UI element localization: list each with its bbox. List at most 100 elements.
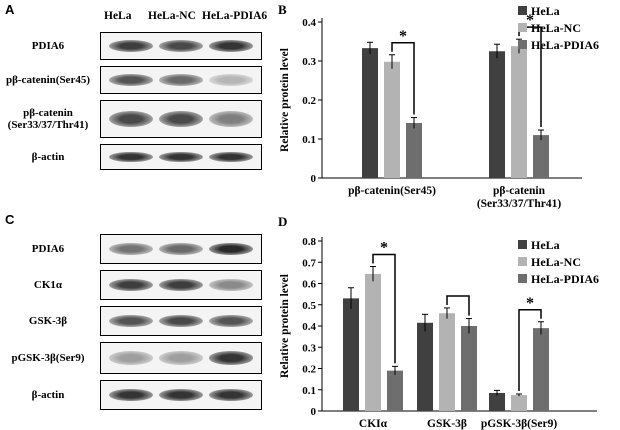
blot-row: pβ-catenin (Ser33/37/Thr41) [0,98,270,140]
blot-row: β-actin [0,378,270,412]
significance-bracket [372,253,396,364]
bar [511,395,527,411]
y-tick-label: 0 [311,406,317,418]
x-tick-label: pβ-catenin [493,185,546,197]
blot-band [159,242,203,256]
y-axis-title: Relative protein level [279,48,291,152]
blot-row-label: pβ-catenin (Ser33/37/Thr41) [0,107,96,131]
bar [384,61,400,178]
bar-chart-b: B 0 0.1 0.2 0.3 0.4 Relative protein level pβ-c… [278,2,599,210]
blot-row-label-line: β-actin [31,151,65,163]
blot-band [159,151,203,163]
bar [489,392,505,411]
blot-row-label: PDIA6 [0,40,96,52]
x-tick-label: (Ser33/37/Thr41) [477,198,561,210]
y-tick-label: 0.1 [302,134,316,146]
significance-star: * [526,295,534,312]
blot-row-label: PDIA6 [0,243,96,255]
y-tick-label: 0.3 [302,56,316,68]
blot-row-label: CK1α [0,279,96,291]
blot-membrane [100,380,262,410]
blot-row: pβ-catenin(Ser45) [0,64,270,96]
blot-row: pGSK-3β(Ser9) [0,340,270,376]
bar [461,326,477,411]
legend-label: HeLa-PDIA6 [531,272,599,286]
legend-swatch [518,240,527,249]
blot-row: GSK-3β [0,304,270,338]
y-tick-label: 0.5 [302,300,316,312]
blot-row-label: pβ-catenin(Ser45) [0,74,96,86]
bar-chart-d: D 0 0.1 0.2 0.3 0.4 0.5 0.6 0.7 0.8 Relative prote… [278,214,599,430]
blot-row-label: pGSK-3β(Ser9) [0,352,96,364]
blot-band [109,74,153,86]
y-tick-label: 0.4 [302,17,316,29]
blot-band [109,151,153,163]
y-tick-label: 0.6 [302,279,316,291]
blot-membrane [100,100,262,138]
bar [387,370,403,411]
blot-membrane [100,306,262,336]
y-tick-label: 0.2 [302,364,316,376]
blot-row-label-line: PDIA6 [31,40,65,52]
bar [362,48,378,178]
blot-band [159,74,203,86]
blot-band [209,74,253,86]
blot-band [109,242,153,256]
blot-membrane [100,234,262,264]
blot-band [209,351,253,365]
y-tick-label: 0.2 [302,95,316,107]
legend-label: HeLa-NC [531,255,581,269]
blot-column-headers: HeLa HeLa-NC HeLa-PDIA6 [96,10,268,24]
blot-header-hela: HeLa [104,10,132,22]
legend-swatch [518,257,527,266]
blot-row-label-line: pβ-catenin(Ser45) [5,74,90,86]
bar [511,46,527,179]
blot-band [109,388,153,402]
significance-bracket [518,309,542,391]
x-tick-label: GSK-3β [427,418,467,430]
panel-label: D [278,214,287,229]
bar [406,123,422,178]
blot-band [209,110,253,128]
blot-row-label-line: pβ-catenin [23,107,73,119]
bar [365,273,381,411]
significance-star: * [380,240,388,257]
blot-row-label-line: PDIA6 [31,243,65,255]
blot-band [159,351,203,365]
blot-header-hela-pdia6: HeLa-PDIA6 [202,10,268,22]
bar [533,328,549,411]
blot-band [159,388,203,402]
blot-membrane [100,270,262,300]
blot-membrane [100,144,262,170]
blot-band [209,151,253,163]
x-tick-label: CKIα [359,418,388,430]
blot-band [209,388,253,402]
blot-row: PDIA6 [0,232,270,266]
blot-band [159,110,203,128]
significance-bracket [446,295,470,316]
blot-band [109,40,153,52]
panel-label-c: C [5,212,15,227]
legend-label: HeLa-NC [531,21,581,35]
legend-swatch [518,274,527,283]
blot-row-label-line: GSK-3β [28,315,68,327]
legend-swatch [518,23,527,32]
blot-row-label-line: β-actin [31,389,65,401]
blot-row: PDIA6 [0,30,270,62]
blot-band [109,110,153,128]
significance-star: * [399,28,407,45]
bar [439,313,455,411]
y-tick-label: 0.1 [302,385,316,397]
blot-row-label: β-actin [0,151,96,163]
blot-membrane [100,66,262,94]
blot-row-label: GSK-3β [0,315,96,327]
blot-band [159,314,203,328]
blot-band [209,314,253,328]
blot-header-hela-nc: HeLa-NC [148,10,196,22]
x-tick-label: pβ-catenin(Ser45) [348,185,436,197]
legend-swatch [518,40,527,49]
legend-swatch [518,6,527,15]
bar [533,135,549,178]
blot-band [159,40,203,52]
significance-star: * [526,12,534,29]
